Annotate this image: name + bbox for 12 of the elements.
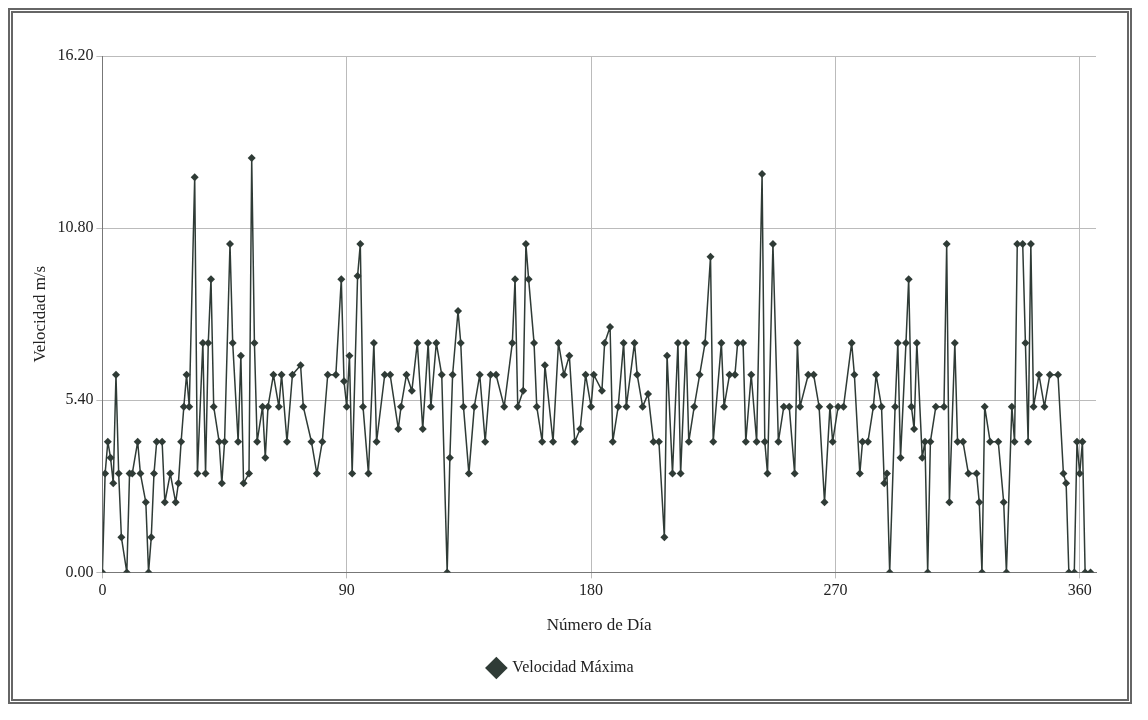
x-tick-label: 90 (338, 581, 355, 599)
y-tick-label: 0.00 (65, 562, 94, 580)
x-tick-label: 0 (98, 581, 107, 599)
y-axis-title: Velocidad m/s (29, 265, 49, 363)
legend-label: Velocidad Máxima (512, 658, 634, 676)
x-axis-title: Número de Día (546, 615, 653, 635)
x-tick-label: 180 (579, 581, 604, 599)
y-tick-label: 10.80 (57, 218, 94, 236)
x-tick-label: 360 (1067, 581, 1092, 599)
x-tick-label: 270 (823, 581, 848, 599)
y-tick-label: 5.40 (65, 390, 94, 408)
y-tick-label: 16.20 (57, 46, 94, 64)
